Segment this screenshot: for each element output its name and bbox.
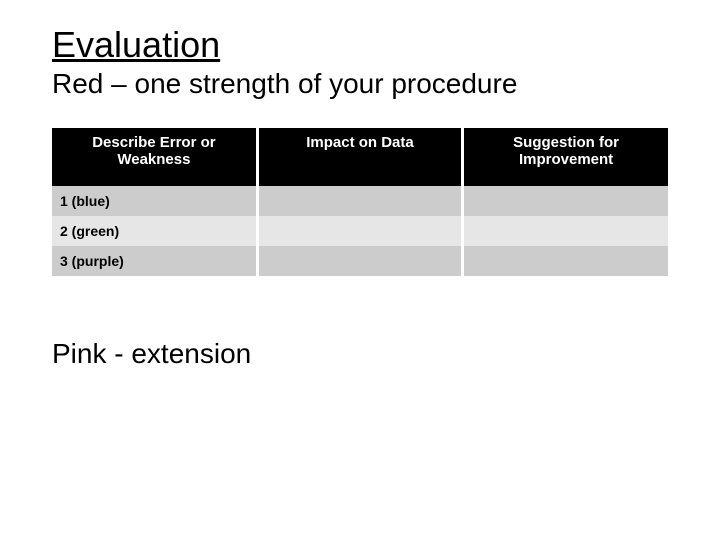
table-cell (257, 216, 462, 246)
evaluation-table: Describe Error or Weakness Impact on Dat… (52, 128, 668, 276)
table-row: 1 (blue) (52, 186, 668, 216)
table-row: 3 (purple) (52, 246, 668, 276)
table-cell (257, 246, 462, 276)
page-title: Evaluation (52, 24, 668, 66)
table-cell: 1 (blue) (52, 186, 257, 216)
table-cell (463, 186, 668, 216)
table-cell (463, 216, 668, 246)
column-header: Suggestion for Improvement (463, 128, 668, 186)
table-row: 2 (green) (52, 216, 668, 246)
table-cell (463, 246, 668, 276)
column-header: Impact on Data (257, 128, 462, 186)
table-body: 1 (blue) 2 (green) 3 (purple) (52, 186, 668, 276)
table-cell (257, 186, 462, 216)
footer-text: Pink - extension (52, 338, 668, 370)
subtitle: Red – one strength of your procedure (52, 68, 668, 100)
table-header-row: Describe Error or Weakness Impact on Dat… (52, 128, 668, 186)
table-cell: 2 (green) (52, 216, 257, 246)
table-cell: 3 (purple) (52, 246, 257, 276)
column-header: Describe Error or Weakness (52, 128, 257, 186)
